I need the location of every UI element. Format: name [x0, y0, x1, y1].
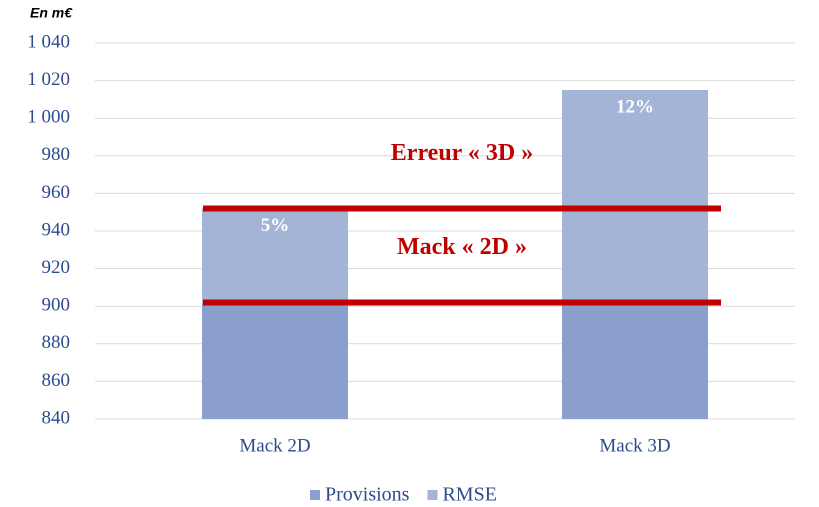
y-tick-label: 860: [42, 370, 71, 391]
y-axis-label: En m€: [30, 5, 73, 21]
bar-segment: [562, 302, 708, 419]
y-tick-label: 1 040: [27, 31, 70, 52]
bar-segment: [202, 208, 348, 303]
y-tick-label: 1 020: [27, 69, 70, 90]
bar-annotation: 5%: [261, 215, 290, 236]
x-tick-label: Mack 3D: [599, 435, 670, 456]
y-tick-label: 920: [42, 257, 71, 278]
bar-segment: [202, 302, 348, 419]
x-tick-label: Mack 2D: [239, 435, 310, 456]
legend-label: Provisions: [325, 484, 410, 506]
legend-swatch: [310, 490, 320, 500]
y-tick-label: 880: [42, 332, 71, 353]
bar-segment: [562, 90, 708, 303]
y-tick-label: 900: [42, 295, 71, 316]
reference-label: Mack « 2D »: [397, 234, 527, 260]
reference-label: Erreur « 3D »: [391, 140, 533, 166]
y-tick-label: 1 000: [27, 107, 70, 128]
y-tick-label: 940: [42, 219, 71, 240]
y-tick-label: 960: [42, 182, 71, 203]
legend-label: RMSE: [442, 484, 496, 506]
bar-annotation: 12%: [616, 96, 654, 117]
y-tick-label: 840: [42, 407, 71, 428]
legend-swatch: [427, 490, 438, 500]
y-tick-label: 980: [42, 144, 71, 165]
